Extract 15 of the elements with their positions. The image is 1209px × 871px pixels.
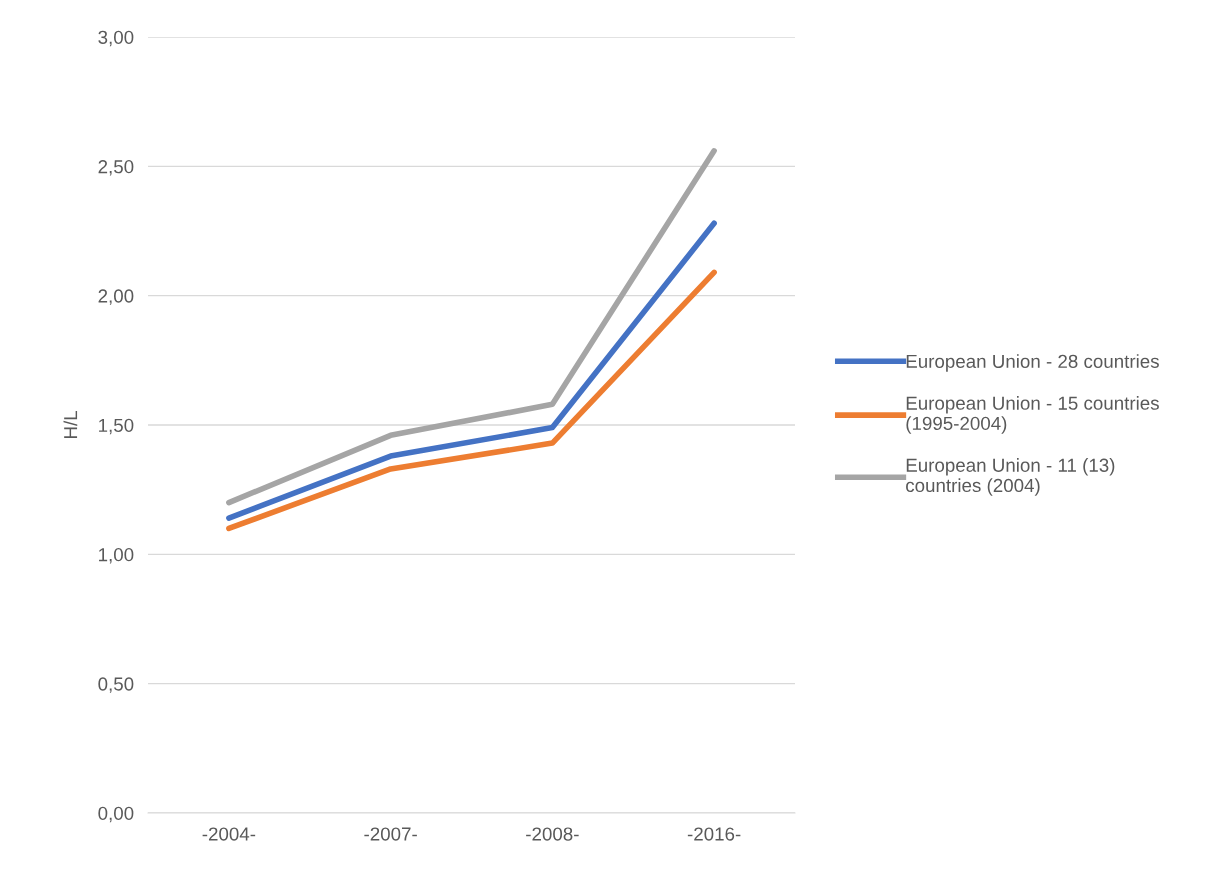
y-tick-label: 2,50 — [98, 160, 134, 176]
legend-label: European Union - 28 countries — [906, 354, 1159, 372]
y-tick-label: 1,00 — [99, 548, 134, 564]
x-tick-label: -2016- — [687, 827, 741, 841]
x-tick-label: -2007- — [364, 827, 417, 841]
y-tick-label: 1,50 — [99, 418, 134, 435]
x-tick-label: -2004- — [202, 827, 256, 841]
x-tick-label: -2008- — [526, 827, 579, 841]
y-tick-label: 0,00 — [98, 806, 134, 823]
y-tick-label: 2,00 — [98, 289, 134, 305]
legend-label: European Union - 15 countries (1995-2004) — [906, 396, 1159, 434]
legend-label: European Union - 11 (13) countries (2004) — [906, 458, 1115, 496]
y-tick-label: 3,00 — [98, 30, 134, 47]
y-axis-title: H/L — [63, 411, 78, 439]
y-tick-label: 0,50 — [98, 677, 134, 693]
